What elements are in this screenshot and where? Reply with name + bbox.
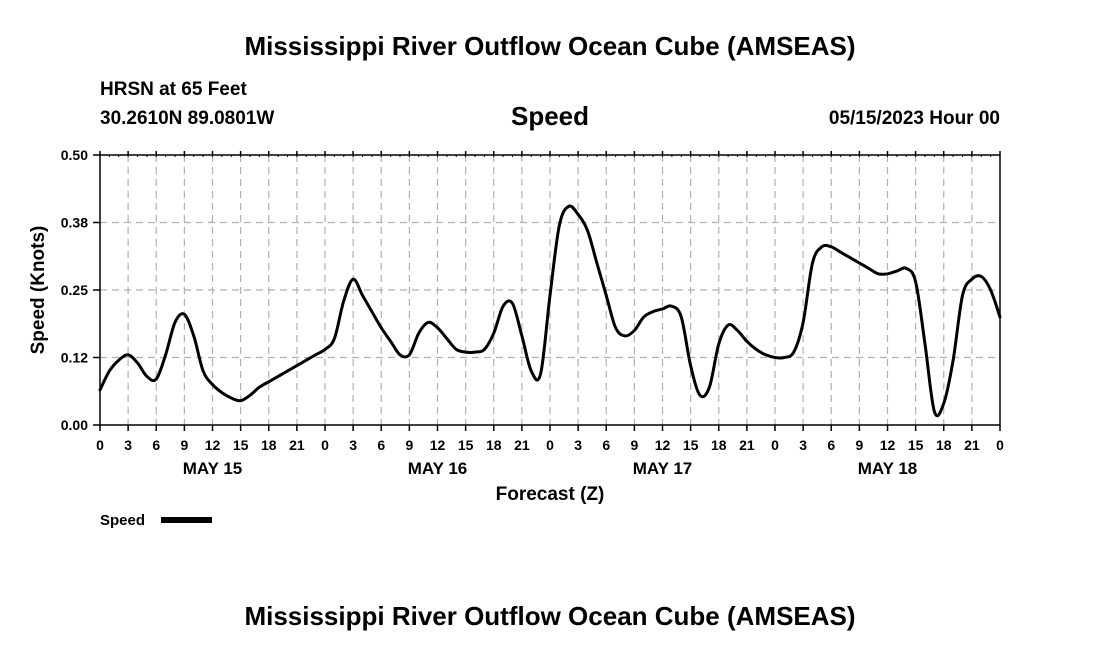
x-tick-label: 15 <box>683 437 699 453</box>
day-label: MAY 16 <box>408 459 468 478</box>
x-tick-label: 21 <box>514 437 530 453</box>
x-tick-label: 0 <box>96 437 104 453</box>
legend-label: Speed <box>100 512 145 529</box>
legend-swatch <box>161 517 212 523</box>
x-tick-label: 18 <box>261 437 277 453</box>
day-label: MAY 17 <box>633 459 693 478</box>
x-tick-label: 15 <box>458 437 474 453</box>
x-tick-label: 3 <box>124 437 132 453</box>
x-tick-label: 0 <box>546 437 554 453</box>
x-axis-title: Forecast (Z) <box>496 484 605 505</box>
x-tick-label: 9 <box>855 437 863 453</box>
x-tick-label: 21 <box>739 437 755 453</box>
y-tick-label: 0.25 <box>61 282 88 298</box>
y-axis-title: Speed (Knots) <box>28 226 49 355</box>
x-tick-label: 6 <box>827 437 835 453</box>
x-tick-label: 9 <box>630 437 638 453</box>
x-tick-label: 21 <box>964 437 980 453</box>
x-tick-label: 6 <box>602 437 610 453</box>
station-label: HRSN at 65 Feet <box>100 79 247 100</box>
x-tick-label: 0 <box>321 437 329 453</box>
chart-title: Mississippi River Outflow Ocean Cube (AM… <box>244 31 855 61</box>
x-tick-label: 0 <box>996 437 1004 453</box>
series-group <box>98 204 1002 418</box>
x-tick-label: 18 <box>936 437 952 453</box>
footer-title: Mississippi River Outflow Ocean Cube (AM… <box>244 601 855 631</box>
x-tick-label: 12 <box>205 437 221 453</box>
x-tick-label: 3 <box>574 437 582 453</box>
y-tick-label: 0.38 <box>61 215 88 231</box>
day-labels: MAY 15 MAY 16 MAY 17 MAY 18 <box>183 459 918 478</box>
x-tick-labels: 0 3 6 9 12 15 18 21 0 3 6 9 12 15 18 21 0 3 6 9 12 15 18 21 0 3 6 9… <box>96 437 1004 453</box>
station-coords: 30.2610N 89.0801W <box>100 108 274 129</box>
day-label: MAY 18 <box>858 459 918 478</box>
y-tick-labels: 0.00 0.12 0.25 0.38 0.50 <box>61 147 88 433</box>
x-tick-label: 3 <box>349 437 357 453</box>
axis-ticks <box>93 151 1001 431</box>
day-label: MAY 15 <box>183 459 243 478</box>
metric-title: Speed <box>511 101 589 131</box>
x-tick-label: 0 <box>771 437 779 453</box>
x-tick-label: 18 <box>486 437 502 453</box>
x-tick-label: 21 <box>289 437 305 453</box>
x-tick-label: 3 <box>799 437 807 453</box>
x-tick-label: 9 <box>405 437 413 453</box>
x-tick-label: 12 <box>880 437 896 453</box>
x-tick-label: 12 <box>655 437 671 453</box>
plot-frame <box>99 154 1001 426</box>
x-tick-label: 18 <box>711 437 727 453</box>
x-tick-label: 12 <box>430 437 446 453</box>
x-tick-label: 15 <box>233 437 249 453</box>
y-tick-label: 0.00 <box>61 417 88 433</box>
x-tick-label: 6 <box>152 437 160 453</box>
x-tick-label: 15 <box>908 437 924 453</box>
run-time: 05/15/2023 Hour 00 <box>829 108 1000 129</box>
x-tick-label: 6 <box>377 437 385 453</box>
y-tick-label: 0.50 <box>61 147 88 163</box>
y-tick-label: 0.12 <box>61 350 88 366</box>
x-tick-label: 9 <box>180 437 188 453</box>
series-line-speed <box>98 204 1002 418</box>
